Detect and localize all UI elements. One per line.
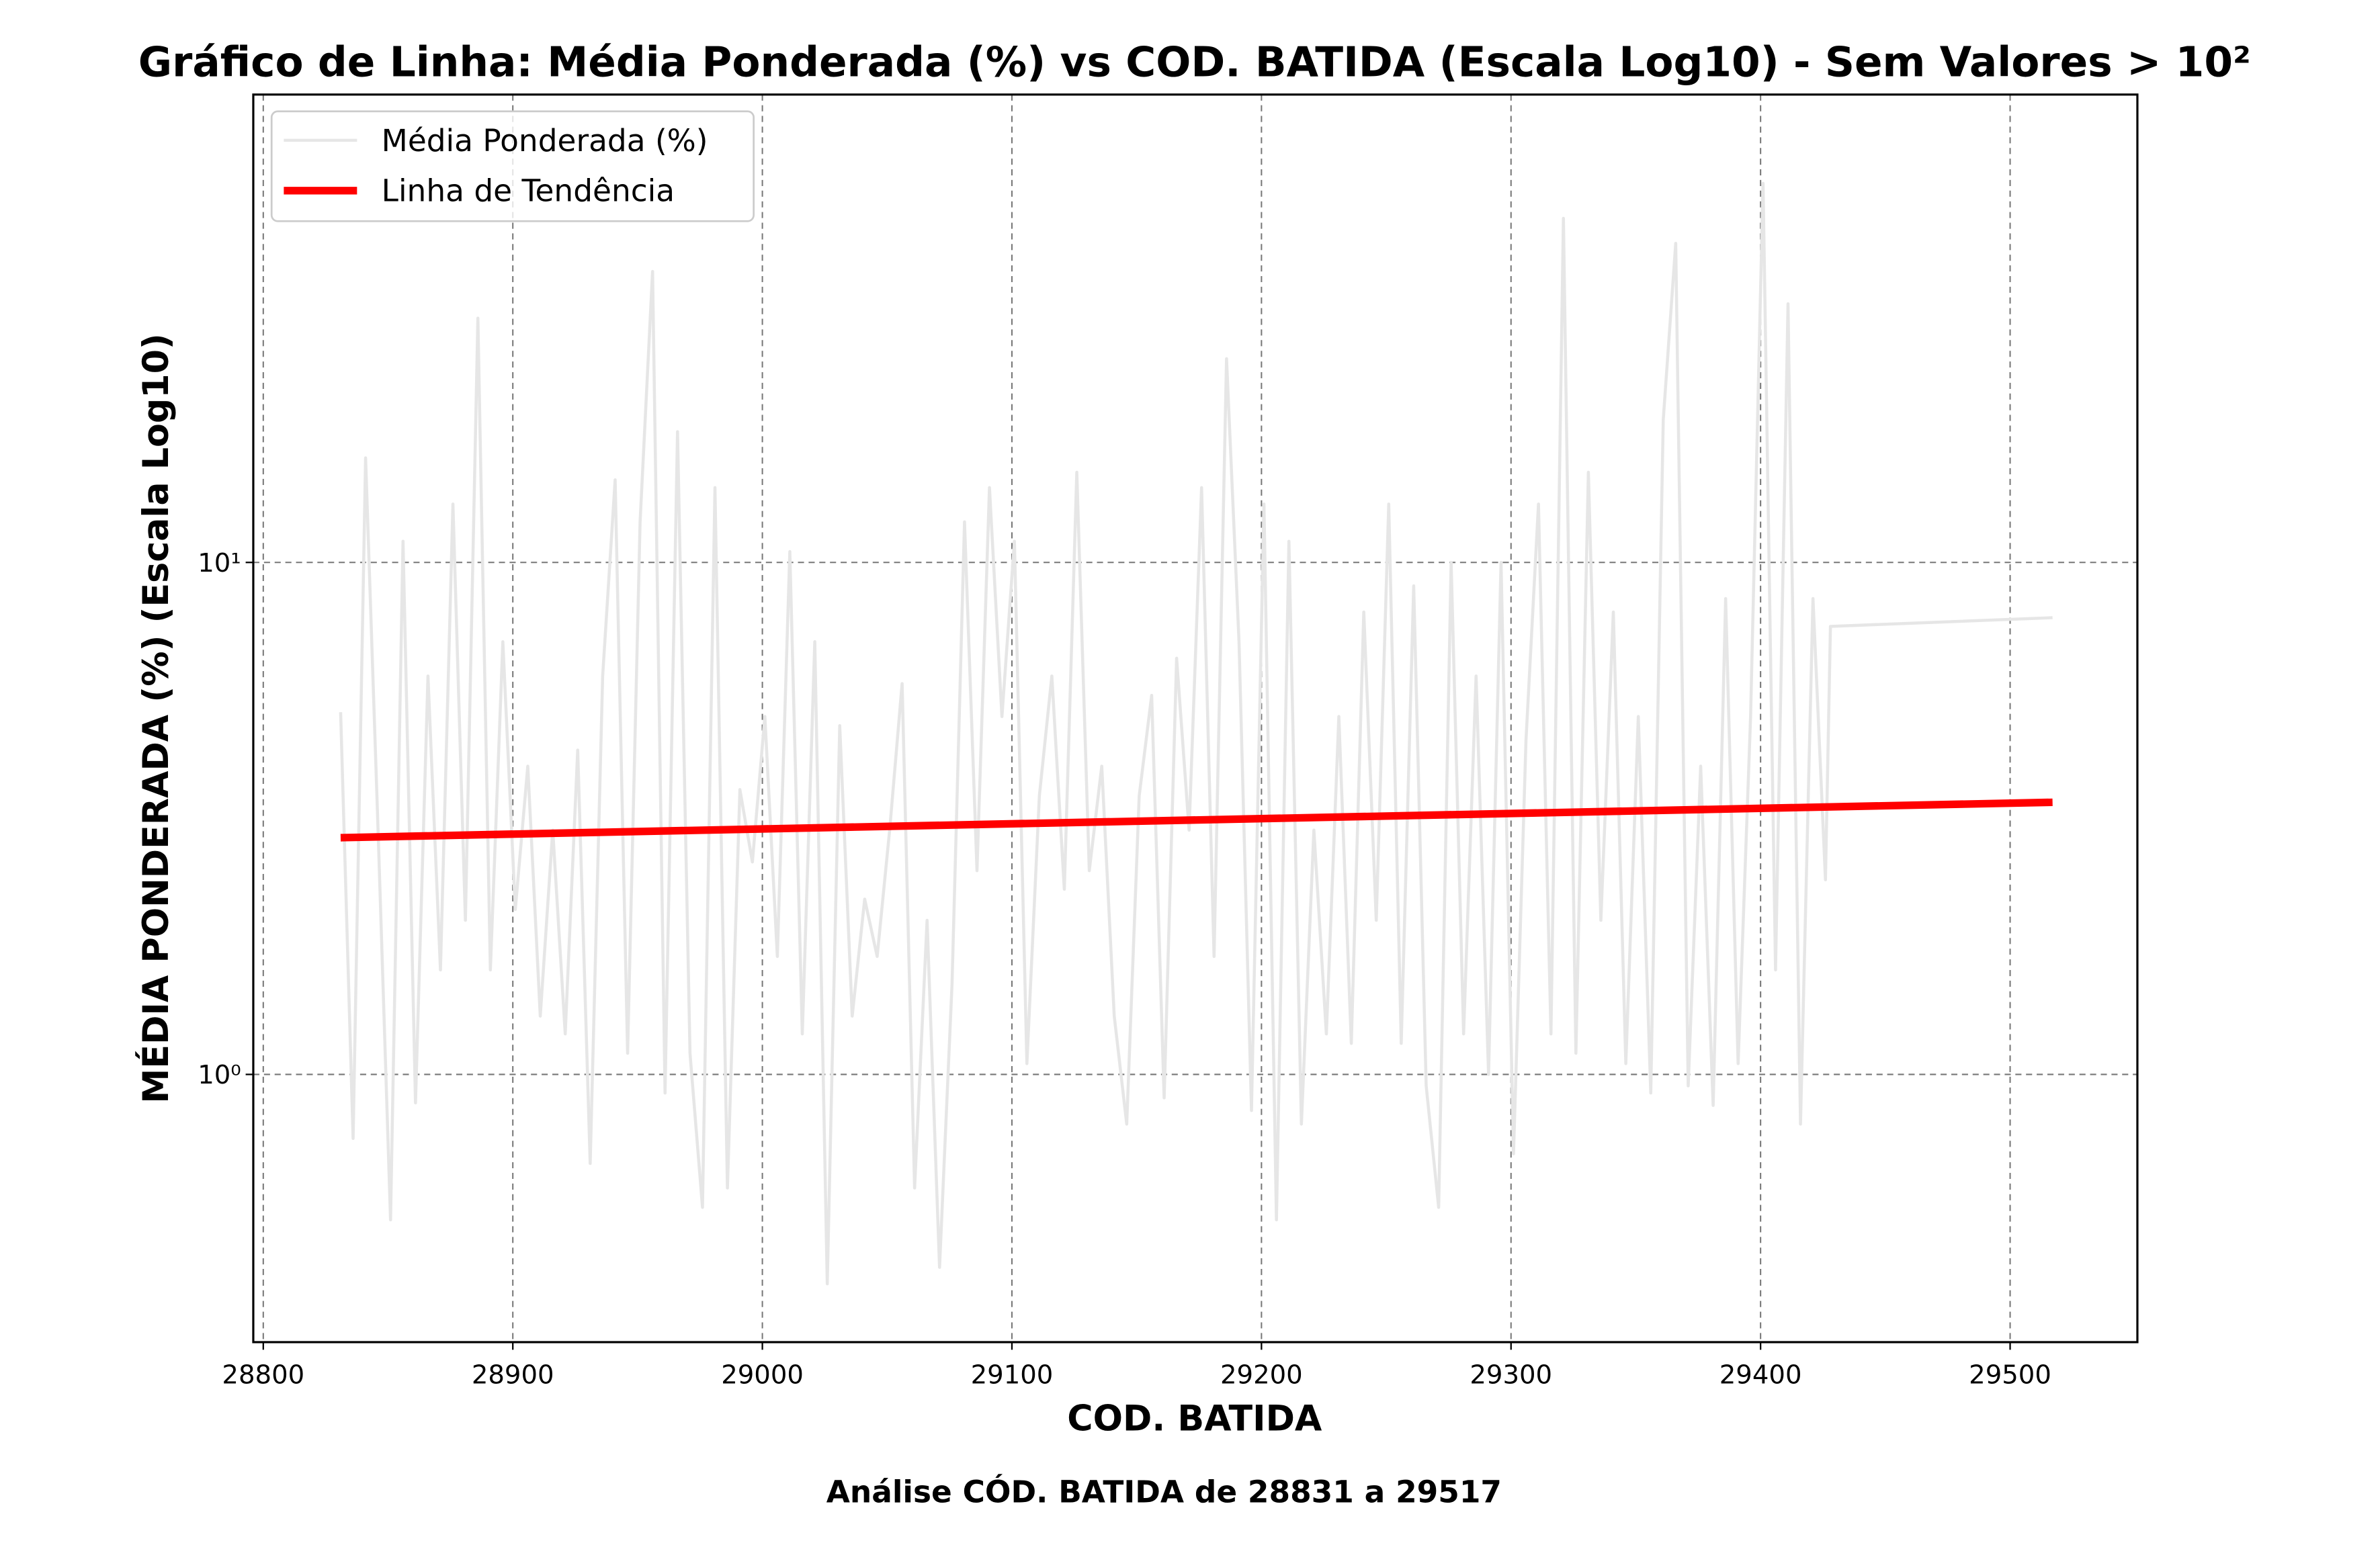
x-tick-label: 29100 (971, 1360, 1054, 1390)
plot-frame (252, 93, 2139, 1343)
y-tick-label: 10¹ (198, 548, 241, 578)
legend-label: Média Ponderada (%) (382, 123, 708, 159)
plot-area (339, 181, 2053, 1286)
x-tick-label: 29500 (1969, 1360, 2051, 1390)
annotation: Análise CÓD. BATIDA de 28831 a 29517 (826, 1473, 1502, 1509)
x-tick-label: 29000 (721, 1360, 804, 1390)
chart-title: Gráfico de Linha: Média Ponderada (%) vs… (138, 39, 2251, 87)
y-tick-label: 10⁰ (198, 1060, 241, 1090)
trend-line (340, 798, 2053, 842)
x-tick-label: 29400 (1719, 1360, 1802, 1390)
x-tick-label: 29300 (1470, 1360, 1552, 1390)
data-line (339, 181, 2053, 1286)
y-axis-label: MÉDIA PONDERADA (%) (Escala Log10) (136, 333, 177, 1103)
legend-box (270, 110, 755, 222)
x-axis-label: COD. BATIDA (1067, 1399, 1322, 1440)
x-tick-label: 29200 (1220, 1360, 1303, 1390)
legend-label: Linha de Tendência (382, 173, 675, 209)
x-tick-label: 28800 (222, 1360, 304, 1390)
x-tick-label: 28900 (472, 1360, 554, 1390)
